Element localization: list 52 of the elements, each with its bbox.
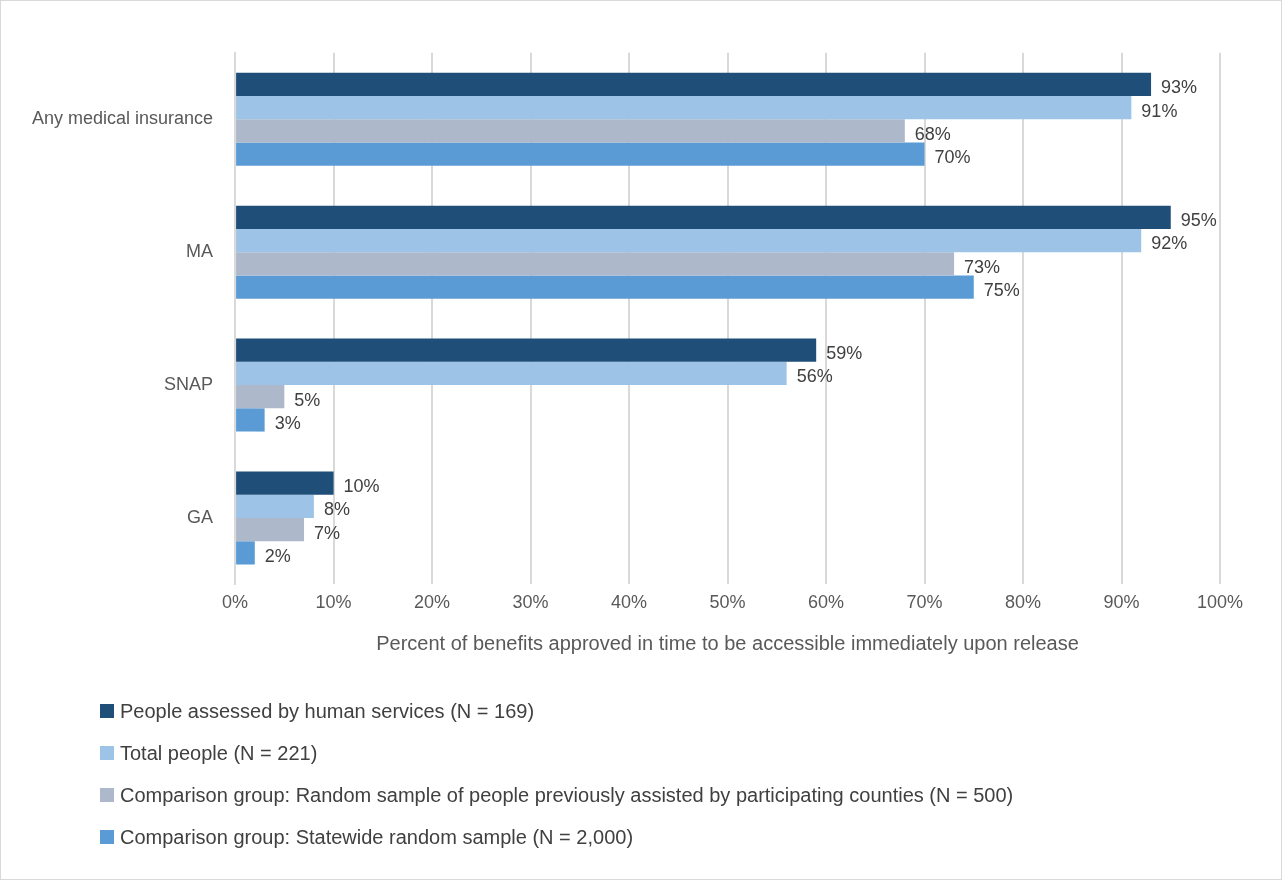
y-tick-label: MA [186, 241, 214, 262]
x-tick-label: 0% [222, 592, 249, 613]
x-tick-label: 10% [315, 592, 352, 613]
bar [236, 494, 314, 518]
legend-label: Comparison group: Random sample of people previously assisted by participating counties (N = 500) [120, 783, 1014, 807]
data-label: 5% [294, 389, 321, 410]
x-tick-label: 60% [808, 592, 845, 613]
x-tick-label: 90% [1103, 592, 1140, 613]
x-tick-label: 40% [611, 592, 648, 613]
x-tick-label: 20% [414, 592, 451, 613]
bar [236, 205, 1171, 229]
legend-label: Comparison group: Statewide random sample (N = 2,000) [120, 825, 634, 849]
bar [236, 228, 1142, 253]
legend-label: People assessed by human services (N = 169) [120, 699, 535, 723]
x-tick-label: 100% [1196, 592, 1244, 613]
data-label: 7% [314, 522, 341, 543]
bar [236, 471, 334, 495]
data-label: 92% [1151, 233, 1188, 254]
x-axis-title: Percent of benefits approved in time to be accessible immediately upon release [376, 631, 1079, 654]
data-label: 73% [964, 256, 1001, 277]
data-label: 68% [914, 123, 951, 144]
x-tick-label: 80% [1005, 592, 1042, 613]
bar [236, 95, 1132, 120]
bar [236, 275, 974, 299]
x-tick-label: 70% [906, 592, 943, 613]
bar [236, 142, 925, 166]
bar [236, 517, 305, 542]
legend-label: Total people (N = 221) [120, 741, 318, 765]
bar [236, 252, 955, 276]
bar [236, 119, 905, 143]
bar [236, 361, 787, 386]
data-label: 95% [1180, 210, 1217, 231]
data-label: 59% [826, 343, 863, 364]
data-label: 91% [1141, 100, 1178, 121]
data-label: 3% [274, 412, 301, 433]
data-label: 2% [264, 545, 291, 566]
data-label: 8% [323, 499, 350, 520]
bar [236, 338, 817, 362]
y-tick-label: Any medical insurance [32, 108, 214, 129]
bar [236, 541, 255, 565]
y-tick-label: GA [187, 506, 214, 527]
data-label: 56% [796, 366, 833, 387]
data-label: 93% [1161, 77, 1198, 98]
bar [236, 408, 265, 432]
x-tick-label: 50% [709, 592, 746, 613]
y-tick-label: SNAP [164, 374, 214, 395]
x-tick-label: 30% [512, 592, 549, 613]
data-label: 70% [934, 147, 971, 168]
bar [236, 72, 1152, 96]
data-label: 75% [983, 280, 1020, 301]
data-label: 10% [343, 476, 380, 497]
bar [236, 385, 285, 409]
